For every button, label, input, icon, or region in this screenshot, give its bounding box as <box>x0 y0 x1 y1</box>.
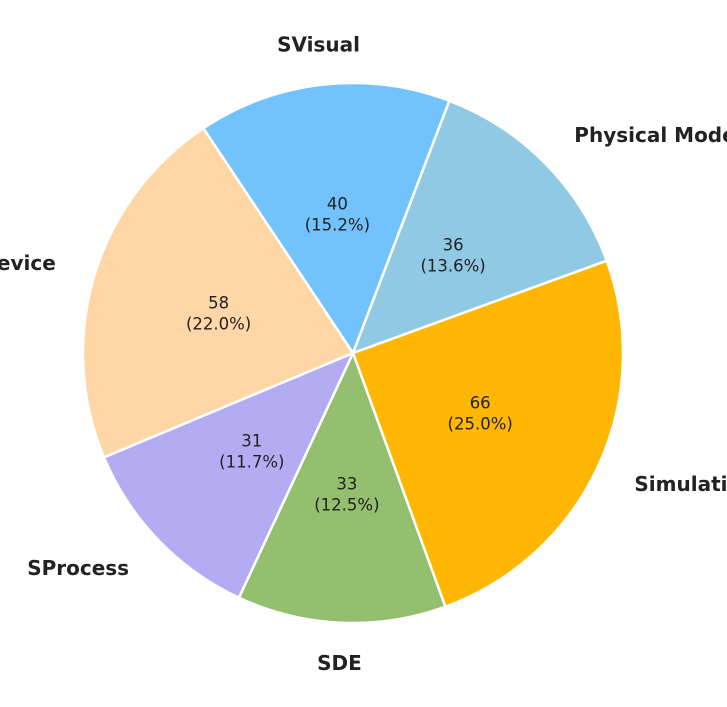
pie-value: 31 <box>241 431 262 450</box>
pie-value: 33 <box>336 474 357 493</box>
pie-percent: (12.5%) <box>314 495 379 514</box>
pie-value-label-svisual: 40 (15.2%) <box>305 195 370 235</box>
pie-slice-sprocess <box>102 351 355 599</box>
pie-value-label-sprocess: 31 (11.7%) <box>219 431 284 471</box>
pie-category-label-svisual: SVisual <box>277 32 360 56</box>
pie-value-labels: 66 (25.0%) 33 (12.5%) 31 (11.7%) 58 (22.0%) 40 (1… <box>186 195 513 515</box>
pie-value: 36 <box>443 236 464 255</box>
pie-percent: (22.0%) <box>186 314 251 333</box>
pie-category-label-physical-model: Physical Model <box>574 123 727 147</box>
pie-category-label-sprocess: SProcess <box>27 556 129 580</box>
pie-percent: (25.0%) <box>448 414 513 433</box>
pie-value: 40 <box>327 195 348 214</box>
pie-value: 58 <box>208 293 229 312</box>
pie-percent: (11.7%) <box>219 452 284 471</box>
pie-category-label-sde: SDE <box>317 651 362 675</box>
pie-slices <box>81 81 625 625</box>
pie-slice-sdevice <box>81 126 355 459</box>
pie-percent: (15.2%) <box>305 216 370 235</box>
pie-slice-physical-model <box>351 99 608 355</box>
pie-category-label-simulation: Simulation <box>634 472 727 496</box>
pie-slice-sde <box>237 351 447 625</box>
pie-value-label-sde: 33 (12.5%) <box>314 474 379 514</box>
pie-category-labels: Simulation SDE SProcess SDevice SVisual Physi… <box>0 32 727 675</box>
pie-slice-simulation <box>351 259 625 608</box>
pie-slice-svisual <box>202 81 451 355</box>
pie-value-label-sdevice: 58 (22.0%) <box>186 293 251 333</box>
pie-value-label-physical-model: 36 (13.6%) <box>420 236 485 276</box>
pie-category-label-sdevice: SDevice <box>0 251 56 275</box>
pie-value: 66 <box>470 393 491 412</box>
pie-percent: (13.6%) <box>420 257 485 276</box>
pie-value-label-simulation: 66 (25.0%) <box>448 393 513 433</box>
